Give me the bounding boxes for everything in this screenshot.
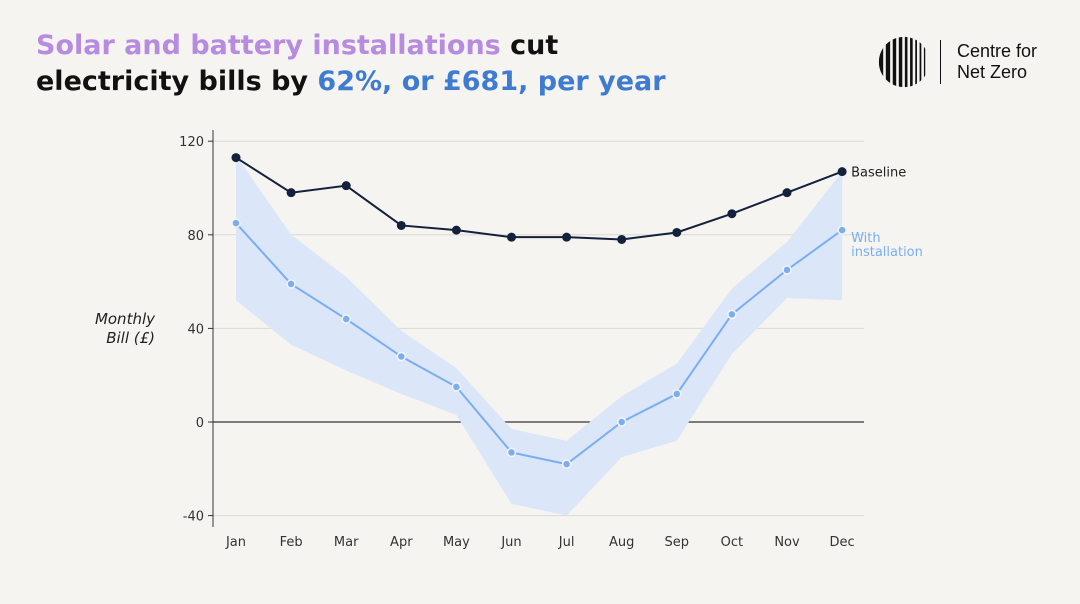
title-text-bills: electricity bills by xyxy=(36,66,318,97)
y-tick-label: 40 xyxy=(187,322,204,337)
y-tick-label: -40 xyxy=(183,510,204,525)
installation-point xyxy=(672,389,682,399)
baseline-point xyxy=(782,188,792,198)
y-axis-label-line1: Monthly xyxy=(95,310,156,328)
installation-point xyxy=(782,265,792,275)
baseline-point xyxy=(286,188,296,198)
installation-point xyxy=(451,382,462,392)
baseline-point xyxy=(562,232,572,242)
x-tick-label: Sep xyxy=(665,535,690,550)
installation-range-band xyxy=(236,155,843,516)
logo-text-line1: Centre for xyxy=(957,41,1038,61)
chart-title: Solar and battery installations cut elect… xyxy=(36,28,666,100)
baseline-point xyxy=(231,153,241,163)
baseline-point xyxy=(672,227,682,237)
installation-point xyxy=(837,225,847,235)
installation-point xyxy=(396,351,407,362)
title-text-cut: cut xyxy=(500,30,559,61)
x-tick-label: May xyxy=(443,535,470,550)
installation-point xyxy=(341,314,351,324)
baseline-point xyxy=(727,209,737,219)
baseline-point xyxy=(507,232,516,242)
y-tick-label: 120 xyxy=(179,135,204,150)
x-tick-label: Mar xyxy=(334,535,359,550)
installation-series-label-line2: installation xyxy=(851,245,923,260)
baseline-series-label: Baseline xyxy=(851,166,906,181)
installation-point xyxy=(561,459,572,469)
installation-point xyxy=(286,279,296,289)
baseline-point xyxy=(341,181,351,191)
x-tick-label: Nov xyxy=(774,535,800,550)
installation-series-label-line1: With xyxy=(851,231,881,246)
y-tick-label: 80 xyxy=(187,229,204,244)
centre-for-net-zero-logo: Centre for Net Zero xyxy=(878,32,1037,92)
title-highlight-installations: Solar and battery installations xyxy=(36,30,501,61)
installation-point xyxy=(616,417,627,427)
baseline-series-line xyxy=(235,156,843,241)
installation-point xyxy=(506,447,517,458)
x-tick-label: Jul xyxy=(558,535,575,550)
x-tick-label: Jan xyxy=(225,535,246,550)
x-tick-label: Jun xyxy=(500,535,521,550)
baseline-point xyxy=(837,167,847,177)
logo-text-line2: Net Zero xyxy=(957,62,1028,82)
title-highlight-savings: 62%, or £681, per year xyxy=(317,66,666,97)
baseline-point xyxy=(451,225,461,235)
x-tick-label: Oct xyxy=(721,535,743,550)
x-tick-label: Feb xyxy=(280,535,303,550)
installation-point xyxy=(727,309,737,320)
x-tick-label: Apr xyxy=(390,535,413,550)
installation-point xyxy=(231,218,241,228)
baseline-point xyxy=(617,234,627,244)
logo-divider xyxy=(940,40,941,84)
y-tick-label: 0 xyxy=(196,416,204,431)
baseline-point xyxy=(396,220,406,230)
x-tick-label: Dec xyxy=(830,535,855,550)
logo-text: Centre for Net Zero xyxy=(957,41,1037,83)
installation-series-line xyxy=(235,222,843,466)
y-axis-label-line2: Bill (£) xyxy=(106,329,155,347)
x-tick-label: Aug xyxy=(609,535,634,550)
barcode-circle-logo-icon xyxy=(878,36,926,88)
